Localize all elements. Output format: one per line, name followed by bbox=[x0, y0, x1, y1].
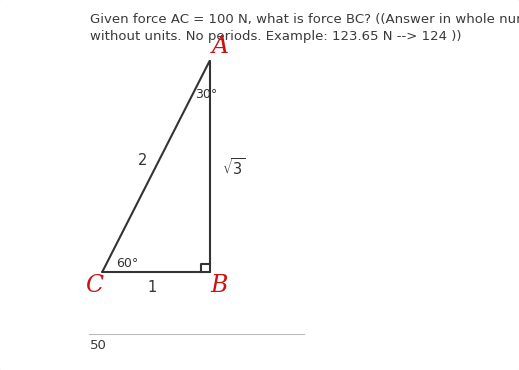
Text: $\sqrt{3}$: $\sqrt{3}$ bbox=[223, 157, 247, 178]
Text: C: C bbox=[85, 274, 103, 297]
Text: A: A bbox=[212, 35, 229, 58]
Text: 30°: 30° bbox=[195, 88, 217, 101]
Text: Given force AC = 100 N, what is force BC? ((Answer in whole numbers only,
withou: Given force AC = 100 N, what is force BC… bbox=[90, 13, 519, 43]
Text: 60°: 60° bbox=[116, 257, 139, 270]
Text: 1: 1 bbox=[147, 280, 157, 295]
Text: 50: 50 bbox=[90, 339, 107, 353]
Text: B: B bbox=[210, 274, 227, 297]
Text: 2: 2 bbox=[138, 154, 147, 168]
